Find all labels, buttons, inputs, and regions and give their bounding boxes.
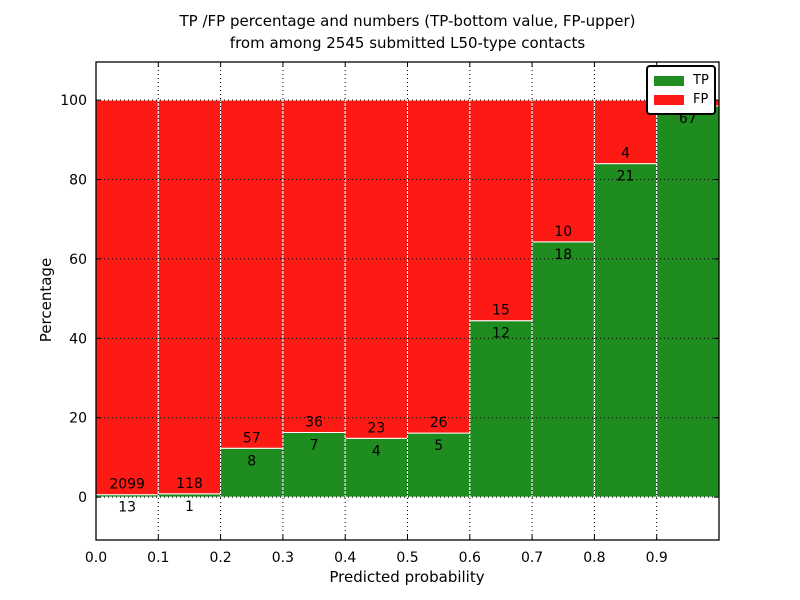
- x-axis-title: Predicted probability: [329, 568, 485, 586]
- legend-label-tp: TP: [693, 73, 709, 88]
- chart-title-line1: TP /FP percentage and numbers (TP-bottom…: [179, 12, 636, 30]
- x-tick-label: 0.9: [646, 550, 668, 566]
- y-axis-title: Percentage: [37, 257, 55, 343]
- legend-item-fp: FP: [654, 90, 708, 109]
- tp-bar-segment: [656, 105, 720, 498]
- x-tick-label: 0.7: [521, 550, 543, 566]
- fp-count-label: 26: [430, 415, 448, 431]
- fp-color-swatch: [654, 94, 684, 105]
- tp-bar-segment: [593, 163, 658, 498]
- x-tick-label: 0.1: [147, 550, 169, 566]
- chart-title-line2: from among 2545 submitted L50-type conta…: [229, 34, 586, 52]
- tp-count-label: 12: [492, 326, 510, 342]
- fp-count-label: 15: [492, 303, 510, 319]
- fp-bar-segment: [282, 99, 346, 433]
- tp-count-label: 5: [434, 438, 443, 454]
- x-tick-label: 0.8: [583, 550, 605, 566]
- y-tick-label: 40: [69, 331, 87, 347]
- tp-count-label: 8: [247, 453, 256, 469]
- x-tick-label: 0.3: [272, 550, 294, 566]
- plot-border: [95, 61, 720, 541]
- x-tick-label: 0.4: [334, 550, 356, 566]
- chart-title: TP /FP percentage and numbers (TP-bottom…: [96, 10, 719, 54]
- y-tick-label: 0: [78, 490, 87, 506]
- tp-bar-segment: [531, 241, 595, 498]
- fp-count-label: 10: [554, 224, 572, 240]
- fp-count-label: 2099: [109, 477, 145, 493]
- fp-count-label: 36: [305, 414, 323, 430]
- tp-count-label: 7: [310, 437, 319, 453]
- y-tick-label: 100: [60, 93, 87, 109]
- x-tick-label: 0.6: [459, 550, 481, 566]
- fp-bar-segment: [469, 99, 533, 322]
- tp-bar-segment: [282, 431, 346, 498]
- fp-bar-segment: [407, 99, 471, 434]
- tp-count-label: 13: [118, 500, 136, 516]
- fp-bar-segment: [157, 99, 222, 495]
- y-tick-label: 80: [69, 173, 87, 189]
- fp-bar-segment: [95, 99, 159, 496]
- tp-count-label: 1: [185, 499, 194, 515]
- fp-count-label: 118: [176, 476, 203, 492]
- fp-count-label: 23: [367, 420, 385, 436]
- fp-bar-segment: [220, 99, 284, 449]
- x-tick-label: 0.5: [396, 550, 418, 566]
- tp-bar-segment: [469, 320, 533, 498]
- fp-count-label: 4: [621, 146, 630, 162]
- y-tick-label: 60: [69, 252, 87, 268]
- fp-bar-segment: [344, 99, 409, 439]
- fp-count-label: 57: [243, 430, 261, 446]
- tp-count-label: 4: [372, 443, 381, 459]
- legend-item-tp: TP: [654, 71, 709, 90]
- legend: TP FP: [646, 65, 716, 115]
- tp-bar-segment: [220, 447, 284, 498]
- tp-color-swatch: [654, 75, 684, 86]
- fp-bar-segment: [531, 99, 595, 243]
- tp-bar-segment: [157, 493, 222, 498]
- tp-count-label: 18: [554, 247, 572, 263]
- x-tick-label: 0.0: [85, 550, 107, 566]
- y-tick-label: 20: [69, 411, 87, 427]
- x-tick-label: 0.2: [209, 550, 231, 566]
- legend-label-fp: FP: [693, 92, 709, 107]
- tp-count-label: 21: [617, 169, 635, 185]
